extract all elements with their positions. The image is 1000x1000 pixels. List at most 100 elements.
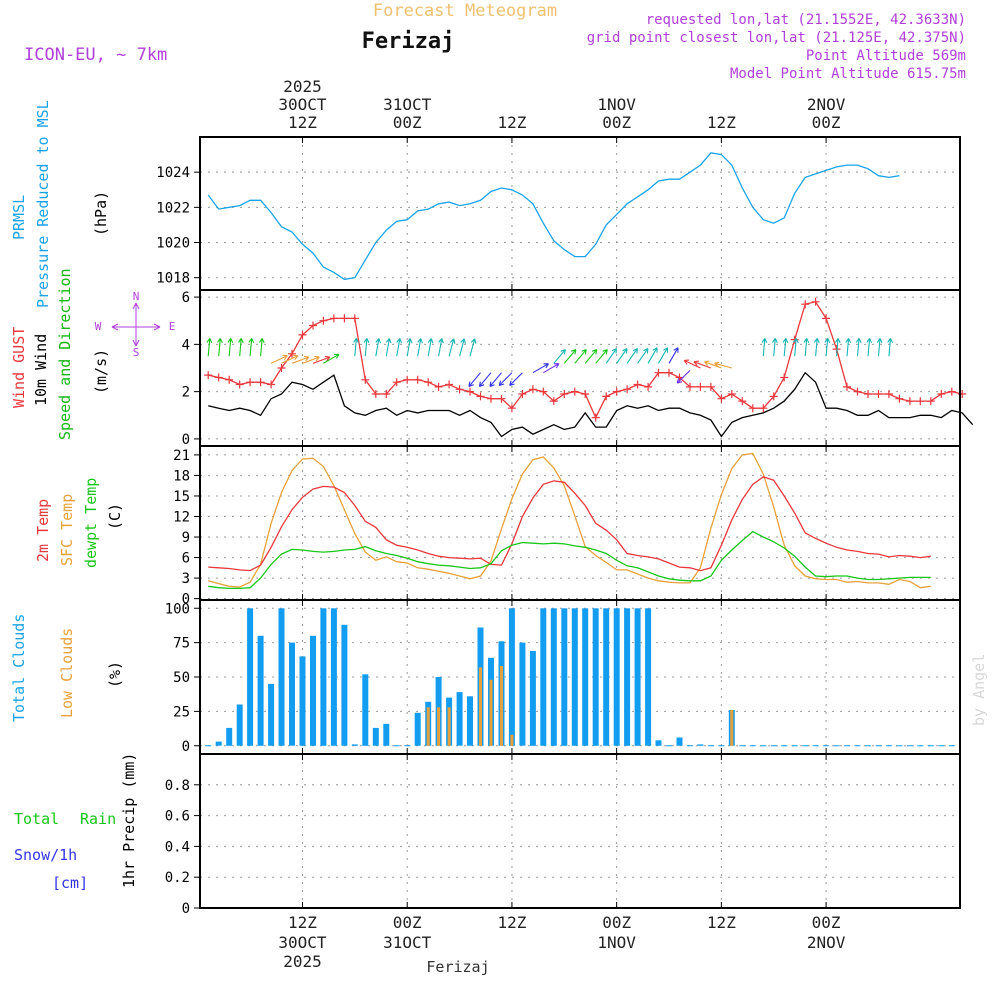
total-cloud-bar (330, 608, 337, 746)
panel-frame (199, 753, 961, 909)
gust-marker (874, 390, 883, 398)
y-tick-label: 6 (182, 551, 190, 567)
plot-series (200, 152, 974, 909)
wind-direction-arrow-icon (543, 363, 560, 374)
wind-direction-arrow-icon (206, 337, 213, 357)
wind-direction-arrow-icon (302, 355, 320, 364)
model-name: ICON-EU, ~ 7km (24, 45, 167, 65)
bottom-time-label-hour: 12Z (497, 913, 526, 932)
low-cloud-bar (510, 734, 514, 746)
gust-marker (843, 382, 851, 391)
sfc-temp-line (208, 452, 931, 589)
gust-marker (822, 314, 831, 323)
bottom-time-label-date: 1NOV (597, 933, 636, 952)
gust-marker (235, 380, 244, 389)
bottom-time-label-hour: 00Z (812, 913, 841, 932)
y-tick-label: 6 (182, 290, 190, 306)
gust-marker (528, 385, 537, 394)
gust-marker (539, 387, 548, 396)
model-altitude: Model Point Altitude 615.75m (730, 66, 966, 82)
wind-direction-arrow-icon (468, 372, 481, 388)
top-time-label-date: 31OCT (383, 95, 432, 114)
wind-unit: (m/s) (92, 349, 110, 394)
pressure-label-msl: Pressure Reduced to MSL (34, 100, 52, 308)
total-cloud-bar (592, 608, 599, 746)
gust-marker (204, 371, 213, 380)
y-tick-label: 100 (165, 601, 190, 617)
total-cloud-bar (383, 723, 390, 746)
wind-direction-arrow-icon (448, 338, 456, 357)
top-time-label-date: 30OCT (278, 95, 327, 114)
panel-frame (199, 445, 961, 601)
total-cloud-bar (320, 608, 327, 746)
total-cloud-bar (268, 683, 275, 746)
gust-marker (434, 382, 443, 391)
gust-marker (267, 380, 276, 389)
gust-marker (738, 397, 747, 406)
precip-unit: 1hr Precip (mm) (120, 753, 138, 888)
location-title: Ferizaj (362, 29, 455, 54)
y-tick-label: 0.6 (165, 809, 190, 825)
wind-label-10m: 10m Wind (32, 334, 50, 406)
top-time-label-year: 2025 (283, 77, 322, 96)
wind-direction-arrow-icon (270, 354, 288, 364)
gust-marker (916, 397, 925, 406)
gust-marker (298, 330, 307, 339)
wind-speed-line (208, 371, 974, 438)
wind-direction-arrow-icon (478, 372, 492, 388)
gust-marker (947, 387, 956, 396)
y-tick-label: 18 (173, 468, 190, 484)
total-cloud-bar (215, 741, 222, 746)
y-tick-label: 1024 (156, 165, 190, 181)
y-tick-label: 15 (173, 489, 190, 505)
wind-direction-arrow-icon (291, 355, 310, 364)
wind-direction-arrow-icon (375, 338, 382, 357)
temp-2m-line (208, 476, 931, 572)
gust-marker (748, 404, 757, 413)
gust-marker (811, 297, 820, 306)
wind-direction-arrow-icon (238, 337, 244, 357)
y-tick-label: 0 (182, 592, 190, 608)
gust-marker (403, 375, 412, 384)
total-cloud-bar (257, 635, 264, 746)
precip-panel-labels: Total Rain Snow/1h [cm] 1hr Precip (mm) (14, 753, 138, 892)
wind-direction-arrow-icon (824, 337, 831, 357)
wind-direction-arrow-icon (396, 338, 403, 357)
panel-frame (199, 136, 961, 291)
compass-west: W (95, 320, 102, 333)
gust-marker (864, 390, 872, 398)
gust-marker (476, 392, 485, 401)
wind-direction-arrow-icon (427, 338, 434, 357)
wind-direction-arrow-icon (803, 337, 810, 357)
cloud-panel-labels: Total Clouds Low Clouds (%) (10, 614, 124, 722)
top-time-label-hour: 00Z (812, 113, 841, 132)
cloud-unit: (%) (106, 661, 124, 688)
total-cloud-bar (247, 608, 254, 746)
y-tick-label: 1018 (156, 271, 190, 287)
y-tick-label: 9 (182, 530, 190, 546)
total-cloud-bar (529, 650, 536, 746)
gust-marker (644, 382, 653, 391)
wind-panel-labels: Wind GUST 10m Wind Speed and Direction (… (10, 268, 110, 440)
panel-frames (194, 136, 961, 909)
total-cloud-bar (351, 744, 358, 746)
total-cloud-bar (561, 608, 568, 746)
total-cloud-bar (697, 744, 704, 746)
wind-direction-arrow-icon (553, 348, 566, 364)
wind-direction-arrow-icon (782, 337, 789, 357)
total-cloud-bar (467, 696, 473, 746)
wind-label-direction: Speed and Direction (56, 268, 74, 440)
bottom-time-label-hour: 00Z (393, 913, 422, 932)
gust-marker (602, 392, 611, 401)
panel-frame (199, 289, 961, 447)
total-cloud-bar (289, 642, 295, 746)
total-cloud-bar (299, 656, 306, 746)
total-cloud-bar (278, 608, 285, 746)
pressure-line (207, 152, 900, 281)
wind-direction-arrow-icon (509, 372, 523, 387)
total-cloud-bar (655, 740, 662, 746)
grid-point: grid point closest lon,lat (21.125E, 42.… (587, 30, 966, 46)
wind-direction-arrow-icon (668, 347, 679, 364)
gust-marker (780, 373, 789, 382)
wind-direction-arrow-icon (704, 360, 722, 369)
